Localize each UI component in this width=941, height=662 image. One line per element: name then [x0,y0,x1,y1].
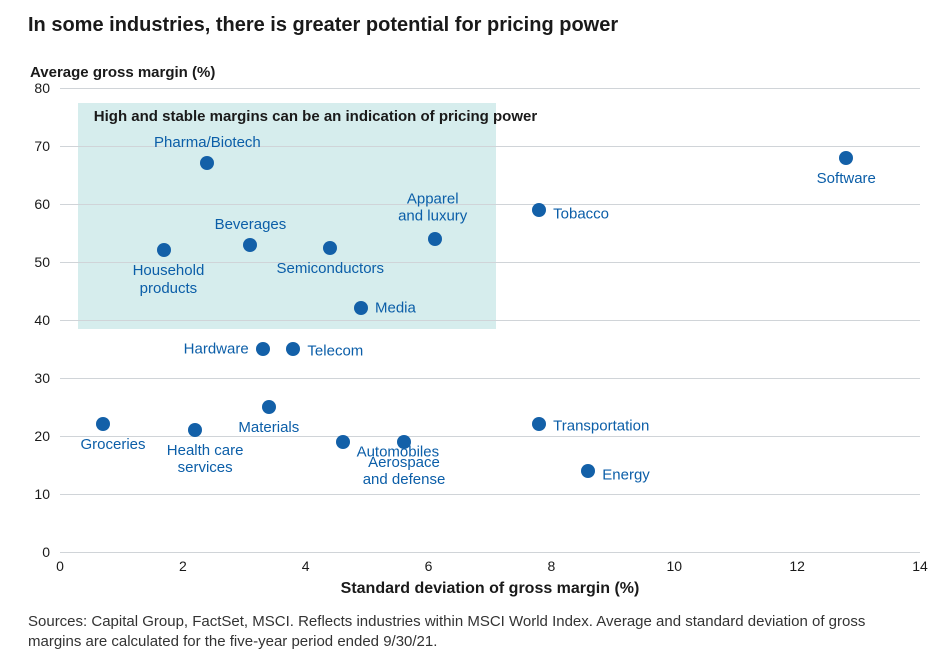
data-point [96,417,110,431]
data-point [839,151,853,165]
data-point-label: Hardware [184,340,249,357]
data-point-label: Semiconductors [277,260,385,277]
data-point-label: Software [817,170,876,187]
y-tick-label: 0 [42,544,50,560]
x-tick-label: 10 [666,558,682,574]
gridline [60,204,920,205]
data-point [256,342,270,356]
gridline [60,494,920,495]
x-axis-title: Standard deviation of gross margin (%) [341,580,640,598]
x-tick-label: 0 [56,558,64,574]
x-tick-label: 6 [425,558,433,574]
data-point [286,342,300,356]
data-point-label: Householdproducts [133,262,205,297]
data-point [243,238,257,252]
y-tick-label: 20 [34,428,50,444]
y-tick-label: 50 [34,254,50,270]
data-point [188,423,202,437]
highlight-text: High and stable margins can be an indica… [94,108,537,125]
data-point-label: Pharma/Biotech [154,134,261,151]
data-point [581,464,595,478]
x-tick-label: 12 [789,558,805,574]
x-tick-label: 2 [179,558,187,574]
page-title: In some industries, there is greater pot… [28,14,618,37]
data-point-label: Appareland luxury [398,190,467,225]
data-point [397,435,411,449]
y-axis-title: Average gross margin (%) [30,64,215,81]
data-point-label: Health careservices [167,442,244,477]
data-point-label: Groceries [80,436,145,453]
source-footnote: Sources: Capital Group, FactSet, MSCI. R… [28,612,908,653]
data-point [262,400,276,414]
y-tick-label: 10 [34,486,50,502]
gridline [60,378,920,379]
data-point [336,435,350,449]
data-point [323,241,337,255]
data-point [200,156,214,170]
y-tick-label: 30 [34,370,50,386]
y-tick-label: 60 [34,196,50,212]
x-tick-label: 8 [548,558,556,574]
gridline [60,88,920,89]
data-point-label: Aerospaceand defense [363,454,446,489]
chart-page: In some industries, there is greater pot… [0,0,941,662]
data-point-label: Energy [602,466,650,483]
x-tick-label: 4 [302,558,310,574]
plot-area: High and stable margins can be an indica… [60,88,920,552]
data-point [157,243,171,257]
x-tick-label: 14 [912,558,928,574]
data-point-label: Media [375,300,416,317]
gridline [60,552,920,553]
data-point-label: Transportation [553,418,649,435]
plot-canvas: High and stable margins can be an indica… [60,88,920,552]
data-point [532,417,546,431]
gridline [60,320,920,321]
data-point [532,203,546,217]
y-tick-label: 70 [34,138,50,154]
gridline [60,436,920,437]
data-point-label: Materials [238,419,299,436]
data-point-label: Tobacco [553,205,609,222]
data-point [428,232,442,246]
data-point-label: Telecom [307,342,363,359]
y-tick-label: 80 [34,80,50,96]
data-point-label: Beverages [215,215,287,232]
data-point [354,301,368,315]
y-tick-label: 40 [34,312,50,328]
